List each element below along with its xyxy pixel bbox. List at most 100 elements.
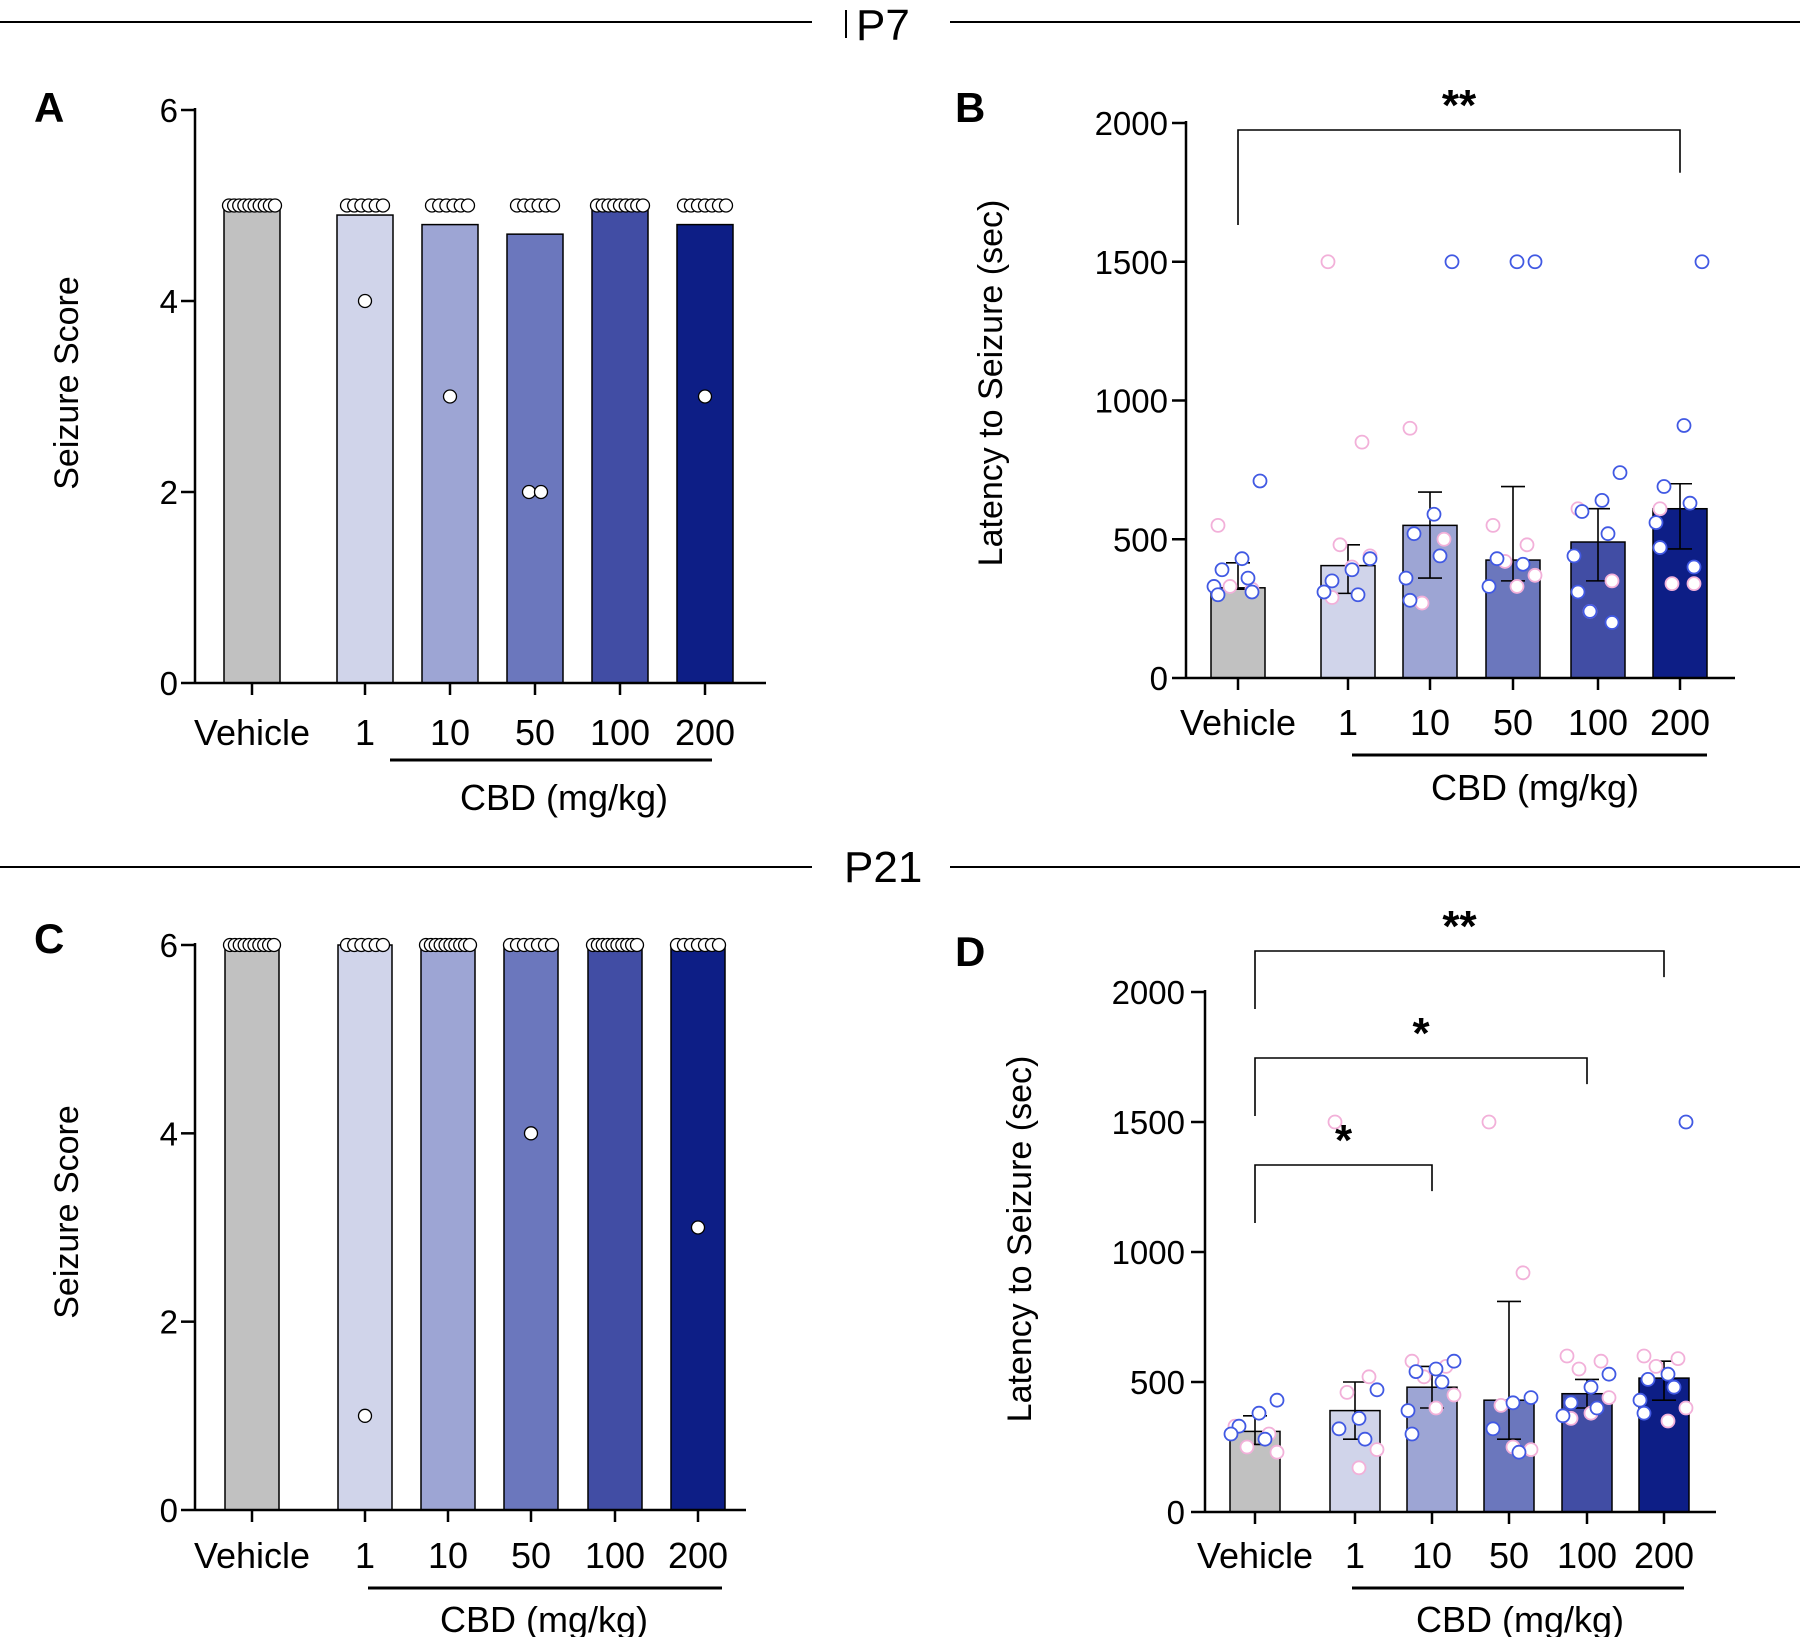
data-point-male <box>1676 418 1692 433</box>
data-point-male <box>1210 587 1226 603</box>
x-category-label: 10 <box>430 712 470 753</box>
y-tick-label: 500 <box>1113 521 1168 558</box>
bar-Vehicle <box>224 944 280 1511</box>
x-category-label: 50 <box>515 712 555 753</box>
data-point-male <box>1331 1421 1347 1437</box>
data-point-female <box>1428 1400 1444 1416</box>
significance-label: * <box>1412 1009 1430 1058</box>
data-point <box>521 484 537 500</box>
x-category-label: 100 <box>585 1535 645 1576</box>
y-tick-label: 2 <box>160 474 178 511</box>
data-point <box>375 198 391 213</box>
y-axis-label: Seizure Score <box>48 276 86 490</box>
x-axis-label: CBD (mg/kg) <box>1431 767 1639 808</box>
bar-50 <box>503 944 559 1511</box>
data-point-male <box>1481 579 1497 594</box>
bar-50 <box>506 233 564 684</box>
data-point-male <box>1432 548 1448 564</box>
data-point-male <box>1694 254 1710 270</box>
data-point-male <box>1316 584 1332 600</box>
data-point-male <box>1269 1392 1285 1408</box>
data-point-female <box>1414 595 1430 611</box>
data-point-female <box>1320 254 1336 270</box>
data-point-male <box>1636 1405 1652 1421</box>
y-tick-label: 500 <box>1130 1364 1185 1401</box>
x-category-label: Vehicle <box>1180 702 1296 743</box>
y-tick-label: 4 <box>160 283 178 320</box>
bar-Vehicle <box>1210 587 1266 679</box>
data-point-male <box>1426 506 1442 522</box>
data-point-male <box>1582 604 1598 619</box>
panel-letter: C <box>34 915 64 962</box>
data-point-male <box>1406 526 1422 542</box>
data-point-male <box>1362 551 1378 567</box>
x-axis-label: CBD (mg/kg) <box>1416 1599 1624 1637</box>
data-point <box>460 198 476 213</box>
data-point-female <box>1351 1460 1367 1476</box>
data-point-female <box>1446 1387 1462 1403</box>
x-category-label: 1 <box>355 1535 375 1576</box>
panel-b-latency-p7: B 0 500 1000 1500 2000 Vehicle 1 10 50 100 200 CBD (… <box>955 81 1735 808</box>
data-point-female <box>1481 1114 1497 1130</box>
data-point-male <box>1601 1366 1617 1382</box>
data-point-female <box>1664 576 1680 592</box>
data-point-male <box>1583 1379 1599 1395</box>
significance-bracket <box>1254 1164 1433 1223</box>
data-point <box>629 937 645 953</box>
data-point-female <box>1493 1398 1509 1413</box>
data-point-male <box>1351 1411 1367 1426</box>
bar-10 <box>421 223 479 684</box>
data-point-male <box>1444 254 1460 270</box>
y-tick-label: 0 <box>1150 660 1168 697</box>
data-point-female <box>1509 579 1525 594</box>
data-point-male <box>1400 1403 1416 1418</box>
y-tick-label: 1000 <box>1112 1234 1185 1271</box>
data-point <box>690 1220 706 1235</box>
data-point-female <box>1485 517 1501 533</box>
data-point-male <box>1511 1444 1527 1460</box>
data-point-male <box>1240 570 1256 586</box>
data-point-male <box>1566 548 1582 564</box>
x-category-label: 50 <box>1489 1535 1529 1576</box>
x-category-label: 200 <box>1650 702 1710 743</box>
data-point-male <box>1589 1400 1605 1416</box>
data-point-female <box>1332 537 1348 553</box>
significance-bracket <box>1237 129 1681 225</box>
data-point-male <box>1428 1361 1444 1377</box>
y-tick-label: 0 <box>1167 1494 1185 1531</box>
x-category-label: 1 <box>1345 1535 1365 1576</box>
data-point-male <box>1570 584 1586 600</box>
x-category-label: Vehicle <box>194 712 310 753</box>
data-point-female <box>1523 1442 1539 1457</box>
data-point <box>462 937 478 953</box>
x-category-label: 200 <box>1634 1535 1694 1576</box>
section-header-p7: P7 <box>856 1 910 50</box>
data-point-female <box>1361 1369 1377 1385</box>
data-point-female <box>1660 1413 1676 1429</box>
data-point-female <box>1222 579 1238 594</box>
data-point-male <box>1594 492 1610 508</box>
data-point-female <box>1515 1265 1531 1281</box>
x-category-label: Vehicle <box>1197 1535 1313 1576</box>
data-point-male <box>1509 254 1525 270</box>
section-header-p21: P21 <box>844 843 922 892</box>
data-point-female <box>1339 1385 1355 1400</box>
data-point-female <box>1678 1400 1694 1416</box>
x-category-label: 50 <box>511 1535 551 1576</box>
data-point-male <box>1574 504 1590 519</box>
data-point-female <box>1519 537 1535 553</box>
data-point-male <box>1660 1366 1676 1382</box>
y-tick-label: 6 <box>160 927 178 964</box>
data-point <box>357 1408 373 1423</box>
bar-200 <box>676 223 734 684</box>
data-point-female <box>1593 1353 1609 1369</box>
data-point-female <box>1601 1390 1617 1405</box>
data-point-female <box>1239 1439 1255 1455</box>
y-tick-label: 6 <box>160 92 178 129</box>
data-point <box>357 293 373 309</box>
data-point-male <box>1656 479 1672 494</box>
x-category-label: 10 <box>428 1535 468 1576</box>
x-category-label: 200 <box>668 1535 728 1576</box>
